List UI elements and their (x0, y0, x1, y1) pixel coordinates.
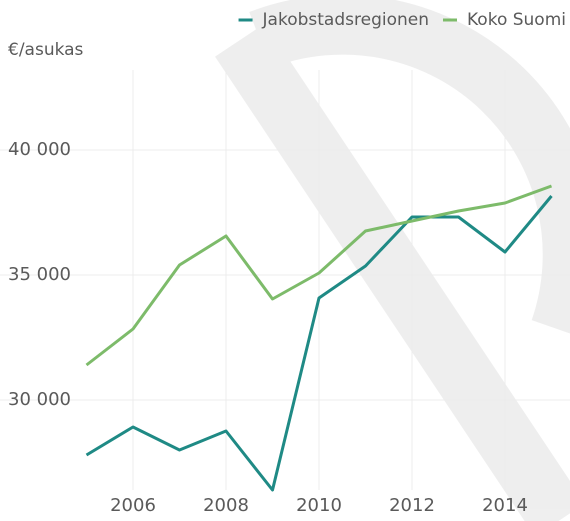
y-axis-label: €/asukas (8, 40, 84, 60)
y-tick-label: 40 000 (8, 139, 71, 160)
x-tick-label: 2012 (389, 495, 435, 516)
x-tick-label: 2006 (110, 495, 156, 516)
x-tick-label: 2014 (482, 495, 528, 516)
x-tick-label: 2010 (296, 495, 342, 516)
legend-label: Jakobstadsregionen (262, 10, 429, 30)
chart: €/asukas Koko Suomi Jakobstadsregionen 30… (0, 0, 570, 521)
x-tick-label: 2008 (203, 495, 249, 516)
y-tick-label: 35 000 (8, 264, 71, 285)
watermark (240, 25, 570, 520)
legend-label: Koko Suomi (467, 10, 566, 30)
y-tick-label: 30 000 (8, 389, 71, 410)
page: {"chart_data": {"type": "line", "y_axis_… (0, 0, 570, 521)
legend: Koko Suomi Jakobstadsregionen (239, 10, 566, 30)
